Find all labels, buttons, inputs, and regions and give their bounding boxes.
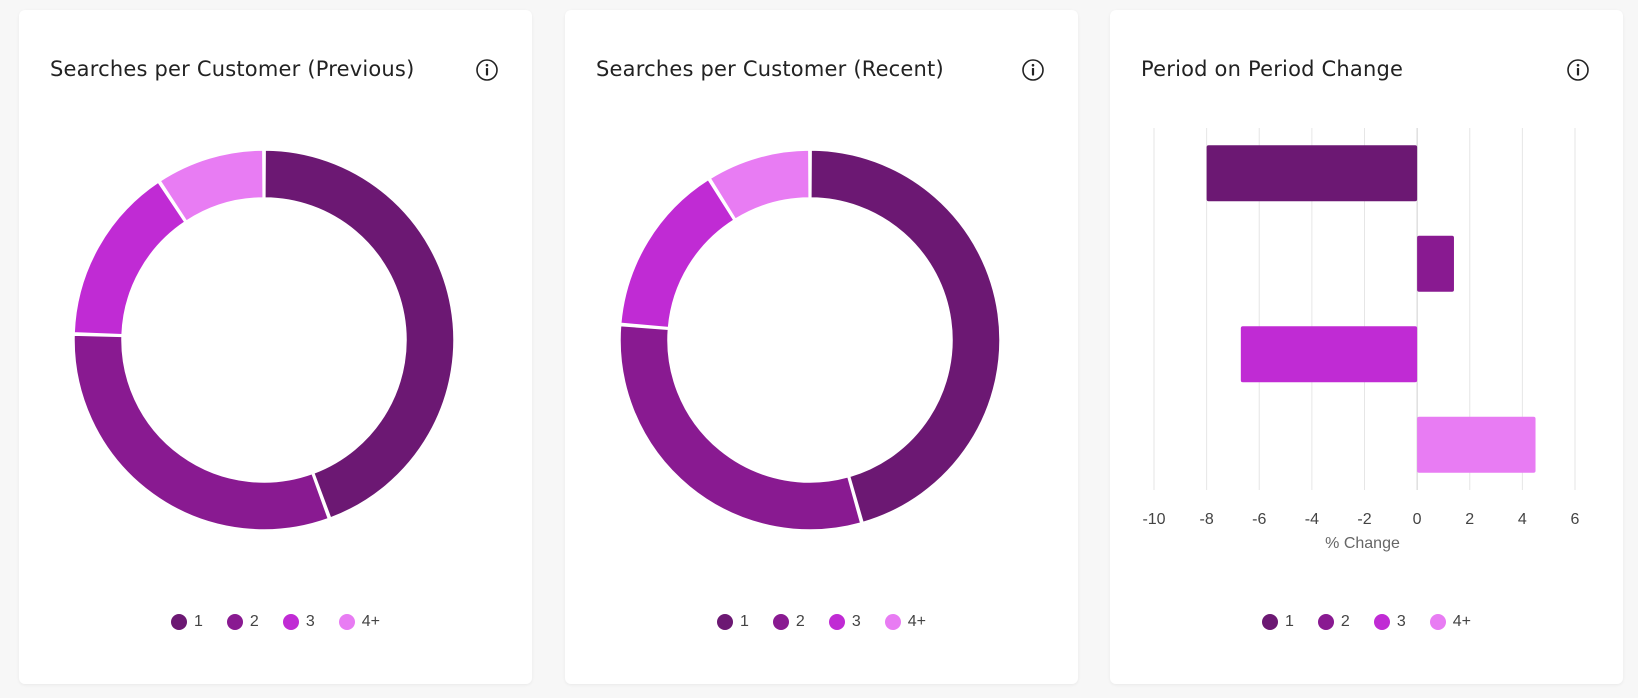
donut-slice-4plus[interactable] <box>709 149 810 220</box>
legend-item[interactable]: 1 <box>171 613 203 631</box>
legend-swatch <box>171 614 188 630</box>
x-tick-label: -2 <box>1357 511 1371 528</box>
donut-slice-4plus[interactable] <box>159 149 264 222</box>
legend-label: 1 <box>1285 613 1294 630</box>
donut-slice-2[interactable] <box>73 334 330 531</box>
legend-swatch <box>884 614 901 630</box>
legend-swatch <box>226 614 243 630</box>
legend-label: 4+ <box>907 613 926 630</box>
donut-slice-3[interactable] <box>619 178 735 329</box>
legend-item[interactable]: 4+ <box>338 613 380 631</box>
bar-2[interactable] <box>1417 235 1454 292</box>
bar-3[interactable] <box>1240 326 1418 383</box>
legend-item[interactable]: 3 <box>1373 613 1406 631</box>
bar-chart-period-change: -10 -8 -6 -4 -2 0 2 4 6 % Change <box>1142 128 1580 552</box>
card-title: Searches per Customer (Previous) <box>50 57 415 81</box>
legend-label: 2 <box>1340 613 1350 630</box>
legend-item[interactable]: 3 <box>828 613 861 631</box>
legend-item[interactable]: 1 <box>717 613 749 631</box>
x-tick-label: -10 <box>1142 511 1165 528</box>
donut-slice-3[interactable] <box>73 181 186 336</box>
legend-label: 4+ <box>361 613 380 630</box>
info-icon[interactable] <box>1566 58 1590 82</box>
card-title: Period on Period Change <box>1141 57 1404 81</box>
legend-item[interactable]: 1 <box>1262 613 1294 631</box>
card-searches-recent: Searches per Customer (Recent) 1 2 3 4+ <box>565 10 1078 684</box>
card-period-change: Period on Period Change -10 -8 -6 -4 -2 0 2 4 6%… <box>1110 10 1623 684</box>
legend-item[interactable]: 2 <box>1317 613 1350 631</box>
legend: 1 2 3 4+ <box>565 613 1078 631</box>
x-tick-label: 2 <box>1465 511 1474 528</box>
x-tick-label: 0 <box>1413 511 1422 528</box>
legend: 1 2 3 4+ <box>1110 613 1623 631</box>
x-tick-label: 4 <box>1518 511 1527 528</box>
donut-chart-previous <box>73 149 455 531</box>
legend-label: 3 <box>1396 613 1406 630</box>
legend-label: 4+ <box>1452 613 1471 630</box>
donut-slice-2[interactable] <box>619 324 862 531</box>
x-tick-label: -4 <box>1305 511 1319 528</box>
legend-swatch <box>1373 614 1390 630</box>
legend-label: 3 <box>851 613 861 630</box>
x-tick-label: -6 <box>1252 511 1266 528</box>
legend-swatch <box>1262 614 1279 630</box>
legend-label: 1 <box>194 613 203 630</box>
x-tick-label: 6 <box>1571 511 1580 528</box>
legend-swatch <box>828 614 845 630</box>
donut-slice-1[interactable] <box>810 149 1001 524</box>
legend-label: 2 <box>795 613 805 630</box>
legend-item[interactable]: 4+ <box>1429 613 1471 631</box>
legend-label: 3 <box>305 613 315 630</box>
legend: 1 2 3 4+ <box>19 613 532 631</box>
card-searches-previous: Searches per Customer (Previous) 1 2 3 4+ <box>19 10 532 684</box>
legend-swatch <box>1317 614 1334 630</box>
legend-swatch <box>1429 614 1446 630</box>
legend-swatch <box>717 614 734 630</box>
donut-slice-1[interactable] <box>264 149 455 519</box>
x-tick-label: -8 <box>1200 511 1214 528</box>
legend-label: 1 <box>740 613 749 630</box>
legend-item[interactable]: 2 <box>772 613 805 631</box>
legend-swatch <box>772 614 789 630</box>
legend-swatch <box>338 614 355 630</box>
legend-item[interactable]: 2 <box>226 613 259 631</box>
legend-item[interactable]: 3 <box>282 613 315 631</box>
x-axis-title: % Change <box>1325 535 1400 552</box>
bar-1[interactable] <box>1206 145 1418 202</box>
card-title: Searches per Customer (Recent) <box>596 57 944 81</box>
bar-4plus[interactable] <box>1417 416 1536 473</box>
info-icon[interactable] <box>1021 58 1045 82</box>
donut-chart-recent <box>619 149 1001 531</box>
info-icon[interactable] <box>475 58 499 82</box>
legend-item[interactable]: 4+ <box>884 613 926 631</box>
legend-label: 2 <box>249 613 259 630</box>
legend-swatch <box>282 614 299 630</box>
